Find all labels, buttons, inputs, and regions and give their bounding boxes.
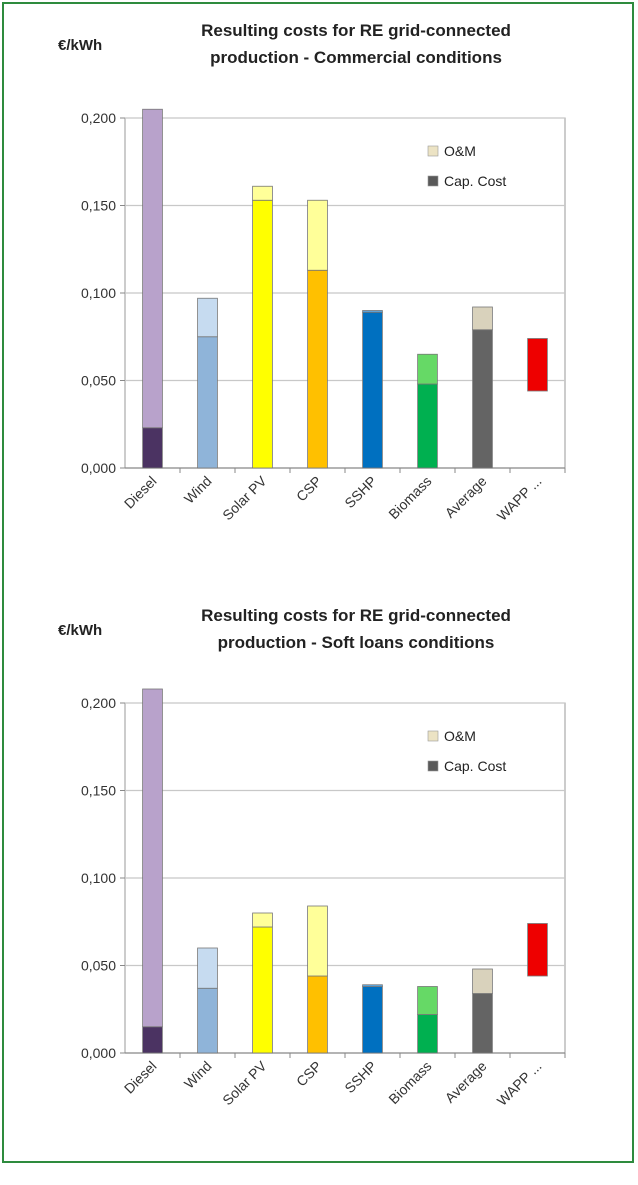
- chart-title-line: production - Soft loans conditions: [218, 633, 495, 652]
- legend-cap-cost-swatch: [427, 760, 439, 772]
- bar-om-solar-pv: [252, 185, 273, 201]
- x-tick-label: Biomass: [385, 473, 434, 522]
- x-tick-label: Solar PV: [219, 1057, 270, 1108]
- legend-om-label: O&M: [444, 143, 476, 159]
- bar-cap-biomass: [417, 1014, 438, 1054]
- x-tick-label: SSHP: [341, 1058, 379, 1096]
- bar-om-average: [472, 968, 493, 994]
- bar-cap-diesel: [142, 1026, 163, 1054]
- y-axis-unit: €/kWh: [58, 622, 102, 639]
- x-tick-label: WAPP ...: [494, 1058, 545, 1109]
- x-tick-label: Diesel: [121, 1058, 160, 1097]
- bar-om-wind: [197, 297, 218, 338]
- legend-cap-cost-label: Cap. Cost: [444, 173, 506, 189]
- bar-om-solar-pv: [252, 912, 273, 928]
- y-tick-label: 0,000: [81, 1045, 116, 1061]
- bar-om-sshp: [362, 984, 383, 987]
- x-tick-label: SSHP: [341, 473, 379, 511]
- bar-om-wind: [197, 947, 218, 989]
- bar-cap-diesel: [142, 427, 163, 469]
- bar-om-wapp: [527, 923, 548, 977]
- x-tick-label: Wind: [181, 473, 215, 507]
- bar-cap-wind: [197, 987, 218, 1054]
- bar-cap-sshp: [362, 311, 383, 469]
- bar-om-wapp: [527, 338, 548, 392]
- bar-om-biomass: [417, 986, 438, 1015]
- x-tick-label: Biomass: [385, 1058, 434, 1107]
- chart-commercial: Resulting costs for RE grid-connected pro…: [58, 21, 566, 524]
- x-tick-label: WAPP ...: [494, 473, 545, 524]
- legend-om-swatch: [427, 730, 439, 742]
- bar-om-diesel: [142, 108, 163, 429]
- legend-cap-cost-swatch: [427, 175, 439, 187]
- chart-title-line: Resulting costs for RE grid-connected: [201, 606, 511, 625]
- x-tick-label: Average: [442, 473, 490, 521]
- bar-cap-wind: [197, 336, 218, 469]
- bar-om-csp: [307, 905, 328, 977]
- bar-cap-csp: [307, 269, 328, 469]
- bar-cap-solar-pv: [252, 926, 273, 1054]
- figure-border: [2, 2, 634, 1163]
- bar-om-diesel: [142, 688, 163, 1028]
- bar-om-biomass: [417, 353, 438, 385]
- chart-soft-loans: Resulting costs for RE grid-connected pro…: [58, 606, 566, 1109]
- chart-title-line: Resulting costs for RE grid-connected: [201, 21, 511, 40]
- bar-om-sshp: [362, 310, 383, 313]
- bar-om-csp: [307, 199, 328, 271]
- legend-om-swatch: [427, 145, 439, 157]
- bar-cap-biomass: [417, 383, 438, 469]
- bar-om-average: [472, 306, 493, 331]
- y-tick-label: 0,150: [81, 198, 116, 214]
- x-tick-label: CSP: [293, 473, 325, 505]
- legend-cap-cost-label: Cap. Cost: [444, 758, 506, 774]
- y-axis-unit: €/kWh: [58, 37, 102, 54]
- chart-title-line: production - Commercial conditions: [210, 48, 502, 67]
- x-tick-label: Wind: [181, 1058, 215, 1092]
- y-tick-label: 0,050: [81, 958, 116, 974]
- legend-om-label: O&M: [444, 728, 476, 744]
- y-tick-label: 0,050: [81, 373, 116, 389]
- x-tick-label: Average: [442, 1058, 490, 1106]
- y-tick-label: 0,200: [81, 110, 116, 126]
- x-tick-label: Solar PV: [219, 472, 270, 523]
- bar-cap-solar-pv: [252, 199, 273, 469]
- bar-cap-average: [472, 993, 493, 1054]
- bar-cap-average: [472, 329, 493, 469]
- y-tick-label: 0,100: [81, 870, 116, 886]
- y-tick-label: 0,100: [81, 285, 116, 301]
- y-tick-label: 0,150: [81, 783, 116, 799]
- bar-cap-csp: [307, 975, 328, 1054]
- y-tick-label: 0,000: [81, 460, 116, 476]
- bar-cap-sshp: [362, 986, 383, 1054]
- x-tick-label: Diesel: [121, 473, 160, 512]
- y-tick-label: 0,200: [81, 695, 116, 711]
- x-tick-label: CSP: [293, 1058, 325, 1090]
